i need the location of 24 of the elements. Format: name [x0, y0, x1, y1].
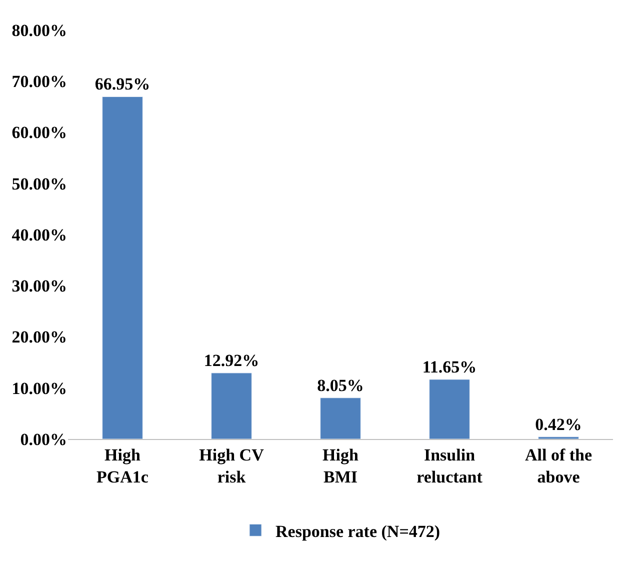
bar [102, 96, 143, 439]
y-tick-label: 70.00% [12, 72, 67, 92]
data-label: 66.95% [94, 74, 150, 94]
legend-label: Response rate (N=472) [276, 522, 440, 541]
bar [429, 379, 470, 439]
x-tick-label: High PGA1c [96, 445, 149, 486]
y-tick-label: 0.00% [20, 430, 67, 449]
bar [320, 398, 361, 439]
y-tick-label: 20.00% [12, 328, 67, 347]
x-tick-label: High BMI [322, 445, 359, 486]
data-label: 12.92% [204, 350, 260, 370]
y-tick-label: 30.00% [12, 276, 67, 296]
x-tick-label: Insulin reluctant [416, 445, 483, 486]
x-tick-label: High CV risk [199, 445, 265, 486]
bar [211, 372, 252, 439]
y-tick-label: 10.00% [12, 378, 67, 398]
y-tick-label: 50.00% [12, 174, 67, 194]
y-tick-label: 60.00% [12, 123, 67, 142]
y-tick-label: 80.00% [12, 20, 67, 40]
data-label: 8.05% [317, 376, 364, 395]
data-label: 0.42% [535, 414, 582, 434]
data-label: 11.65% [422, 357, 477, 376]
x-tick-label: All of the above [524, 445, 592, 486]
y-tick-label: 40.00% [12, 225, 67, 244]
